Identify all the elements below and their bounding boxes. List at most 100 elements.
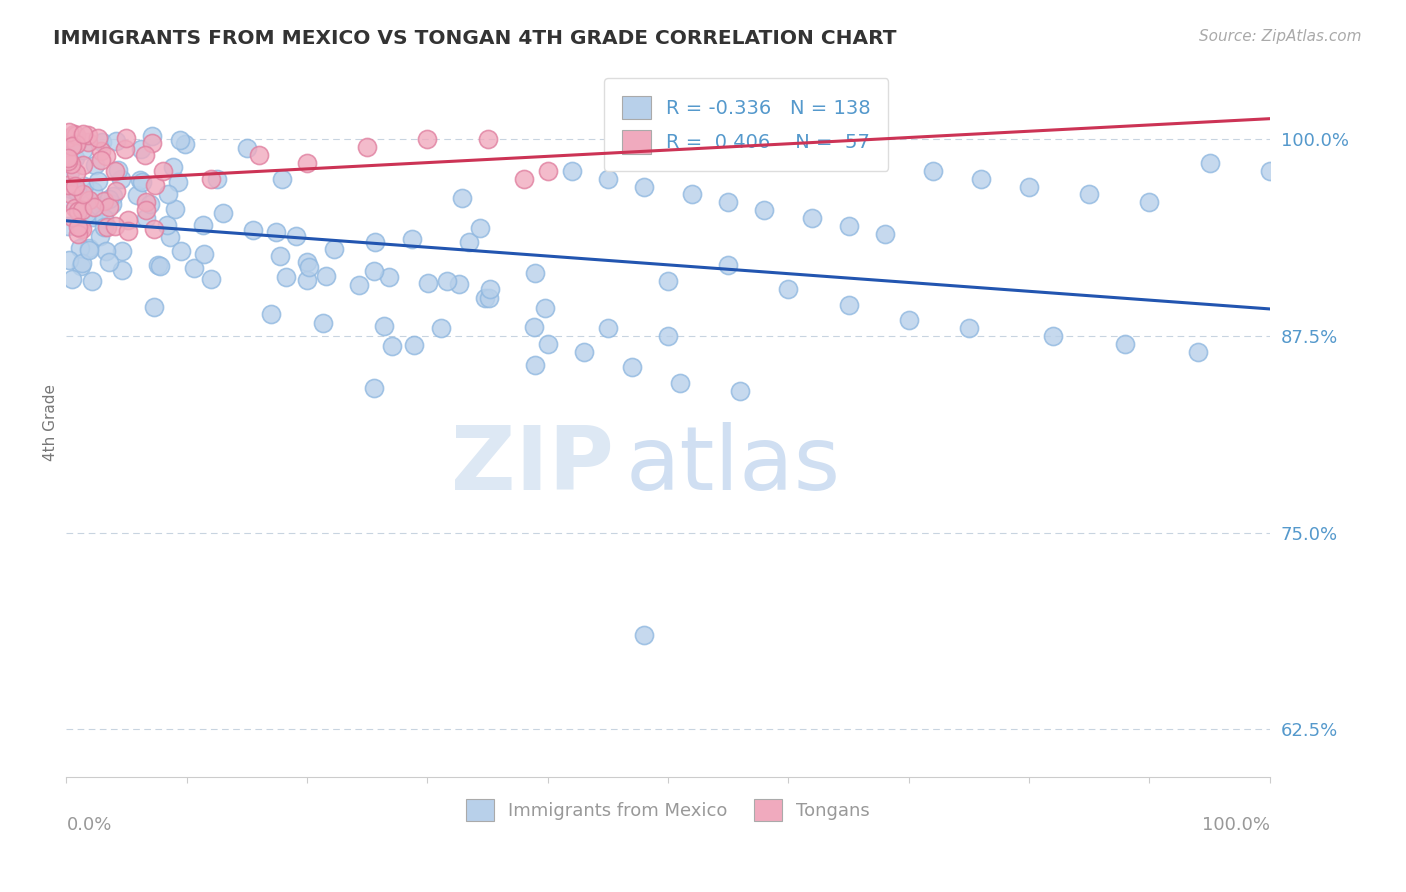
Point (373, 319, 395, 334)
Point (66, 136, 89, 151)
Point (681, 187, 703, 202)
Point (76, 135, 98, 149)
Point (873, 227, 896, 241)
Point (957, 321, 980, 335)
Point (107, 162, 129, 177)
Point (166, 175, 188, 189)
Point (76, 206, 98, 220)
Y-axis label: 4th Grade: 4th Grade (44, 384, 58, 461)
Point (315, 269, 337, 284)
Point (363, 264, 385, 278)
Point (111, 244, 134, 258)
Point (141, 128, 163, 143)
Point (323, 242, 346, 256)
Point (82, 184, 104, 198)
Point (70, 202, 93, 217)
Point (98, 200, 121, 214)
Point (183, 261, 205, 276)
Point (90, 153, 112, 168)
Point (356, 140, 378, 154)
Point (754, 203, 776, 218)
Point (84, 158, 107, 172)
Point (60, 186, 83, 201)
Point (149, 260, 172, 274)
Point (90, 144, 112, 158)
Point (86, 174, 108, 188)
Point (537, 163, 560, 178)
Point (523, 320, 546, 334)
Point (523, 266, 546, 280)
Point (96, 219, 118, 234)
Point (98, 192, 121, 206)
Point (838, 219, 860, 233)
Point (89, 199, 111, 213)
Point (87, 205, 110, 219)
Point (157, 187, 180, 202)
Point (72, 158, 94, 172)
Point (134, 148, 156, 162)
Point (596, 171, 619, 186)
Point (429, 321, 451, 335)
Point (131, 176, 153, 190)
Point (94, 149, 117, 163)
Text: 100.0%: 100.0% (1202, 815, 1270, 833)
Point (110, 171, 132, 186)
Point (72, 143, 94, 157)
Point (70, 222, 93, 236)
Point (247, 148, 270, 162)
Point (418, 276, 440, 290)
Point (1258, 163, 1281, 178)
Point (143, 178, 166, 193)
Point (114, 131, 136, 145)
Point (363, 381, 385, 395)
Point (633, 179, 655, 194)
Point (479, 282, 502, 296)
Point (200, 272, 222, 286)
Point (801, 211, 824, 225)
Point (117, 213, 139, 227)
Point (56, 154, 79, 169)
Text: Source: ZipAtlas.com: Source: ZipAtlas.com (1198, 29, 1361, 45)
Point (59, 139, 82, 153)
Point (312, 316, 335, 330)
Point (596, 321, 619, 335)
Point (59, 192, 82, 206)
Point (242, 223, 264, 237)
Point (207, 172, 229, 186)
Point (730, 384, 752, 398)
Point (67, 204, 90, 219)
Point (60, 157, 83, 171)
Point (235, 141, 257, 155)
Point (284, 229, 307, 244)
Point (104, 163, 127, 178)
Point (717, 195, 740, 210)
Point (572, 344, 595, 359)
Point (169, 133, 191, 147)
Point (298, 260, 321, 274)
Point (135, 211, 157, 225)
Point (58, 125, 80, 139)
Point (97, 255, 120, 269)
Point (69, 260, 91, 274)
Point (620, 360, 643, 375)
Point (970, 171, 993, 186)
Point (404, 338, 426, 352)
Point (191, 219, 214, 233)
Point (381, 339, 404, 353)
Point (66, 185, 89, 199)
Point (100, 197, 122, 211)
Point (200, 171, 222, 186)
Point (347, 278, 370, 293)
Point (274, 270, 297, 285)
Point (561, 163, 583, 178)
Point (778, 282, 800, 296)
Text: IMMIGRANTS FROM MEXICO VS TONGAN 4TH GRADE CORRELATION CHART: IMMIGRANTS FROM MEXICO VS TONGAN 4TH GRA… (53, 29, 897, 48)
Point (63, 178, 86, 193)
Point (82, 211, 104, 225)
Point (633, 628, 655, 642)
Text: atlas: atlas (626, 422, 841, 508)
Point (82, 274, 104, 288)
Point (401, 232, 423, 246)
Point (838, 297, 860, 311)
Point (129, 172, 152, 186)
